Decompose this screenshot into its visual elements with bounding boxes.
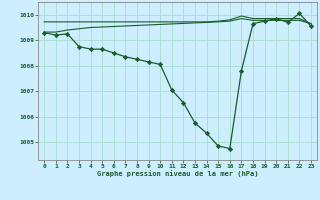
X-axis label: Graphe pression niveau de la mer (hPa): Graphe pression niveau de la mer (hPa): [97, 171, 258, 177]
